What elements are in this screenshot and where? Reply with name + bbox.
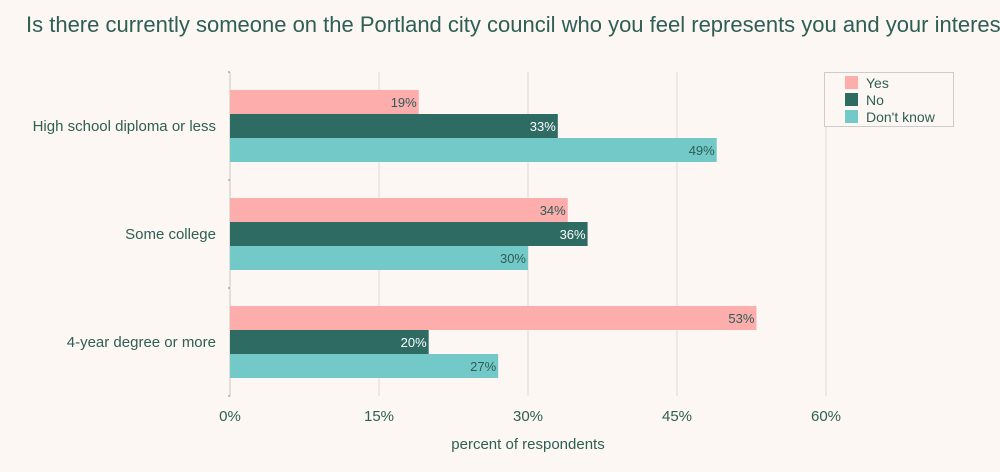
category-label: Some college (125, 226, 216, 243)
bar-value-label: 34% (540, 203, 566, 218)
x-tick-label: 30% (513, 408, 543, 425)
bar (230, 90, 419, 114)
bar-value-label: 53% (728, 311, 754, 326)
legend-label-yes: Yes (866, 74, 889, 91)
legend-swatch-dont-know (845, 110, 858, 123)
legend-label-no: No (866, 91, 884, 108)
bar-value-label: 49% (689, 143, 715, 158)
bar (230, 330, 429, 354)
legend-swatch-yes (845, 76, 858, 89)
legend-item-yes: Yes (825, 74, 953, 91)
legend-swatch-no (845, 93, 858, 106)
bar (230, 246, 528, 270)
bar-value-label: 33% (530, 119, 556, 134)
bar-value-label: 19% (391, 95, 417, 110)
bar (230, 222, 588, 246)
legend: Yes No Don't know (824, 72, 954, 127)
bar (230, 354, 499, 378)
x-axis-label: percent of respondents (451, 436, 604, 453)
bar-value-label: 27% (470, 359, 496, 374)
bar (230, 198, 568, 222)
bar-value-label: 36% (560, 227, 586, 242)
bar-value-label: 20% (401, 335, 427, 350)
x-tick-label: 45% (662, 408, 692, 425)
x-tick-label: 15% (364, 408, 394, 425)
legend-label-dont-know: Don't know (866, 108, 935, 125)
bar (230, 138, 717, 162)
category-label: 4-year degree or more (67, 334, 216, 351)
bar-value-label: 30% (500, 251, 526, 266)
legend-item-dont-know: Don't know (825, 108, 953, 125)
bar (230, 114, 558, 138)
chart-title: Is there currently someone on the Portla… (26, 12, 1000, 37)
category-label: High school diploma or less (33, 118, 216, 135)
x-tick-label: 60% (811, 408, 841, 425)
bar (230, 306, 757, 330)
x-tick-label: 0% (219, 408, 241, 425)
legend-item-no: No (825, 91, 953, 108)
